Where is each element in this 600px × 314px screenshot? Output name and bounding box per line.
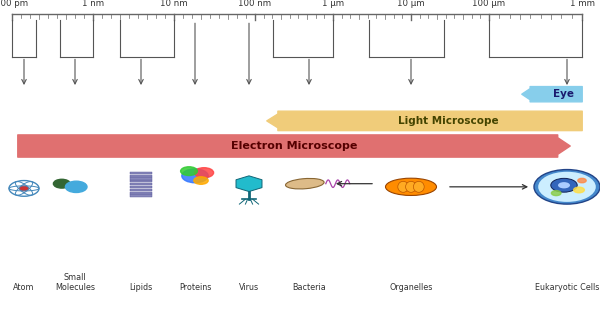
Bar: [130, 177, 152, 180]
Circle shape: [194, 177, 208, 184]
Circle shape: [538, 172, 596, 202]
FancyArrowPatch shape: [18, 135, 570, 157]
Circle shape: [578, 178, 586, 183]
Bar: [130, 180, 152, 182]
Text: Eukaryotic Cells: Eukaryotic Cells: [535, 283, 599, 292]
Circle shape: [182, 169, 208, 183]
Bar: [130, 172, 152, 174]
Circle shape: [551, 178, 577, 192]
Bar: [130, 192, 152, 194]
Text: Electron Microscope: Electron Microscope: [231, 141, 357, 151]
Text: 100 pm: 100 pm: [0, 0, 29, 8]
Circle shape: [534, 170, 600, 204]
Text: 10 nm: 10 nm: [160, 0, 188, 8]
Ellipse shape: [413, 181, 424, 192]
Text: Eye: Eye: [554, 89, 575, 99]
Ellipse shape: [286, 178, 324, 189]
Circle shape: [194, 168, 214, 178]
Bar: [130, 186, 152, 188]
Circle shape: [558, 182, 570, 188]
Text: 1 mm: 1 mm: [569, 0, 595, 8]
Circle shape: [53, 179, 70, 188]
Text: Organelles: Organelles: [389, 283, 433, 292]
Text: Light Microscope: Light Microscope: [398, 116, 499, 126]
Text: 10 μm: 10 μm: [397, 0, 425, 8]
Text: 1 μm: 1 μm: [322, 0, 344, 8]
Text: 1 nm: 1 nm: [82, 0, 104, 8]
Circle shape: [181, 167, 197, 176]
Bar: [130, 189, 152, 191]
Ellipse shape: [406, 181, 416, 192]
FancyArrowPatch shape: [267, 111, 582, 131]
Text: Proteins: Proteins: [179, 283, 211, 292]
Text: Small
Molecules: Small Molecules: [55, 273, 95, 292]
Text: Lipids: Lipids: [130, 283, 152, 292]
Ellipse shape: [386, 178, 437, 195]
Text: 100 nm: 100 nm: [238, 0, 272, 8]
Text: Bacteria: Bacteria: [292, 283, 326, 292]
Bar: [130, 194, 152, 197]
Text: Virus: Virus: [239, 283, 259, 292]
Circle shape: [65, 181, 87, 192]
Ellipse shape: [398, 181, 409, 192]
FancyArrowPatch shape: [522, 87, 582, 102]
Circle shape: [574, 187, 584, 193]
Circle shape: [20, 186, 28, 191]
Text: 100 μm: 100 μm: [472, 0, 506, 8]
Circle shape: [551, 191, 561, 196]
Text: Atom: Atom: [13, 283, 35, 292]
Bar: [130, 183, 152, 185]
Bar: [130, 175, 152, 177]
